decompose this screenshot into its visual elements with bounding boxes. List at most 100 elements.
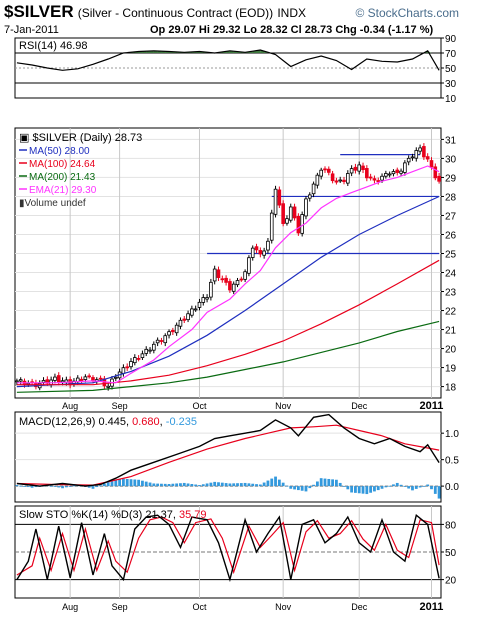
macd-histogram-bar bbox=[167, 484, 171, 487]
rsi-y-tick-label: 90 bbox=[445, 34, 457, 45]
macd-histogram-bar bbox=[239, 483, 243, 487]
macd-label: MACD(12,26,9) 0.445, 0.680, -0.235 bbox=[19, 416, 197, 428]
legend-volume: ▮Volume undef bbox=[19, 198, 86, 209]
macd-histogram-bar bbox=[300, 486, 304, 491]
candle-body bbox=[296, 216, 301, 234]
candle-body bbox=[338, 179, 343, 182]
candle-body bbox=[56, 375, 61, 383]
candle-body bbox=[148, 349, 152, 352]
macd-histogram-bar bbox=[160, 483, 163, 487]
macd-histogram-bar bbox=[179, 483, 182, 487]
macd-histogram-bar bbox=[266, 480, 270, 487]
macd-histogram-bar bbox=[156, 483, 160, 487]
candle-body bbox=[205, 297, 209, 300]
close-value: Cl 28.73 bbox=[290, 24, 333, 36]
macd-histogram-bar bbox=[403, 486, 407, 487]
candle-body bbox=[129, 361, 133, 368]
macd-histogram-bar bbox=[53, 486, 57, 487]
macd-histogram-bar bbox=[152, 483, 156, 487]
candle-body bbox=[113, 376, 118, 379]
candle-body bbox=[144, 348, 149, 354]
macd-histogram-bar bbox=[213, 481, 217, 487]
macd-histogram-bar bbox=[49, 485, 53, 487]
candle-body bbox=[167, 331, 171, 336]
macd-histogram-bar bbox=[255, 484, 258, 487]
candle-body bbox=[136, 358, 141, 360]
macd-histogram-bar bbox=[201, 484, 205, 487]
candle-body bbox=[395, 169, 400, 173]
macd-histogram-bar bbox=[19, 485, 23, 487]
macd-histogram-bar bbox=[357, 486, 361, 494]
candle-body bbox=[254, 246, 259, 251]
candle-body bbox=[384, 173, 388, 177]
candle-body bbox=[406, 157, 411, 163]
macd-histogram-bar bbox=[102, 483, 106, 487]
candle-body bbox=[159, 340, 164, 342]
candle-body bbox=[258, 250, 263, 255]
candle-body bbox=[178, 319, 183, 327]
macd-histogram-bar bbox=[388, 485, 392, 487]
macd-histogram-bar bbox=[110, 481, 114, 487]
macd-histogram-bar bbox=[335, 479, 338, 487]
candle-body bbox=[429, 160, 434, 168]
candle-body bbox=[357, 164, 362, 172]
macd-line bbox=[16, 413, 440, 487]
candle-body bbox=[125, 366, 130, 369]
candle-body bbox=[209, 281, 213, 298]
macd-histogram-bar bbox=[232, 483, 236, 487]
macd-histogram-bar bbox=[437, 486, 441, 499]
sto-label: Slow STO %K(14) %D(3) 21.37, 35.79 bbox=[19, 509, 207, 521]
candle-body bbox=[391, 171, 396, 175]
candle-body bbox=[220, 278, 225, 281]
macd-histogram-bar bbox=[217, 482, 220, 487]
candle-body bbox=[380, 175, 384, 181]
ohlc-readout: Op 29.07 Hi 29.32 Lo 28.32 Cl 28.73 Chg … bbox=[150, 24, 433, 36]
macd-histogram-bar bbox=[87, 486, 91, 488]
price-x-tick-label: Sep bbox=[112, 401, 128, 411]
macd-histogram-bar bbox=[315, 481, 319, 487]
candle-body bbox=[228, 281, 232, 291]
candle-body bbox=[163, 335, 168, 344]
price-panel bbox=[14, 127, 442, 399]
macd-histogram-bar bbox=[285, 485, 289, 487]
sto-y-tick-label: 80 bbox=[445, 520, 457, 531]
macd-histogram-bar bbox=[190, 484, 194, 487]
macd-histogram-bar bbox=[319, 478, 323, 487]
rsi-y-tick-label: 30 bbox=[445, 79, 457, 90]
candle-body bbox=[83, 376, 88, 380]
candle-body bbox=[304, 198, 308, 217]
macd-histogram-bar bbox=[407, 486, 411, 489]
sto-x-tick-label: Dec bbox=[351, 602, 368, 612]
candle-body bbox=[342, 179, 346, 183]
candle-body bbox=[15, 380, 19, 383]
macd-histogram-bar bbox=[26, 486, 30, 488]
macd-histogram-bar bbox=[376, 486, 380, 491]
macd-histogram-bar bbox=[171, 483, 175, 487]
macd-histogram-bar bbox=[411, 486, 414, 491]
date: 7-Jan-2011 bbox=[4, 24, 59, 36]
price-y-tick-label: 21 bbox=[445, 326, 457, 337]
macd-histogram-bar bbox=[133, 479, 137, 487]
macd-histogram-bar bbox=[91, 486, 95, 489]
candle-body bbox=[433, 166, 438, 179]
candle-body bbox=[18, 379, 23, 382]
rsi-y-tick-label: 10 bbox=[445, 94, 457, 105]
legend-entry: MA(50) 28.00 bbox=[29, 146, 90, 157]
sto-x-tick-label: Oct bbox=[192, 602, 207, 612]
macd-histogram-bar bbox=[395, 482, 399, 487]
watermark[interactable]: © StockCharts.com bbox=[355, 6, 459, 20]
macd-histogram-bar bbox=[338, 482, 342, 487]
rsi-line bbox=[16, 49, 440, 71]
macd-y-tick-label: 1.0 bbox=[445, 429, 459, 440]
macd-histogram-bar bbox=[422, 485, 426, 487]
candle-body bbox=[212, 268, 217, 282]
macd-histogram-bar bbox=[365, 486, 369, 495]
candle-body bbox=[315, 174, 320, 186]
macd-histogram-bar bbox=[262, 482, 266, 487]
macd-histogram-bar bbox=[354, 486, 357, 493]
candle-body bbox=[323, 168, 327, 171]
candle-body bbox=[311, 183, 316, 195]
candle-body bbox=[269, 212, 274, 241]
macd-histogram-bar bbox=[72, 485, 76, 487]
